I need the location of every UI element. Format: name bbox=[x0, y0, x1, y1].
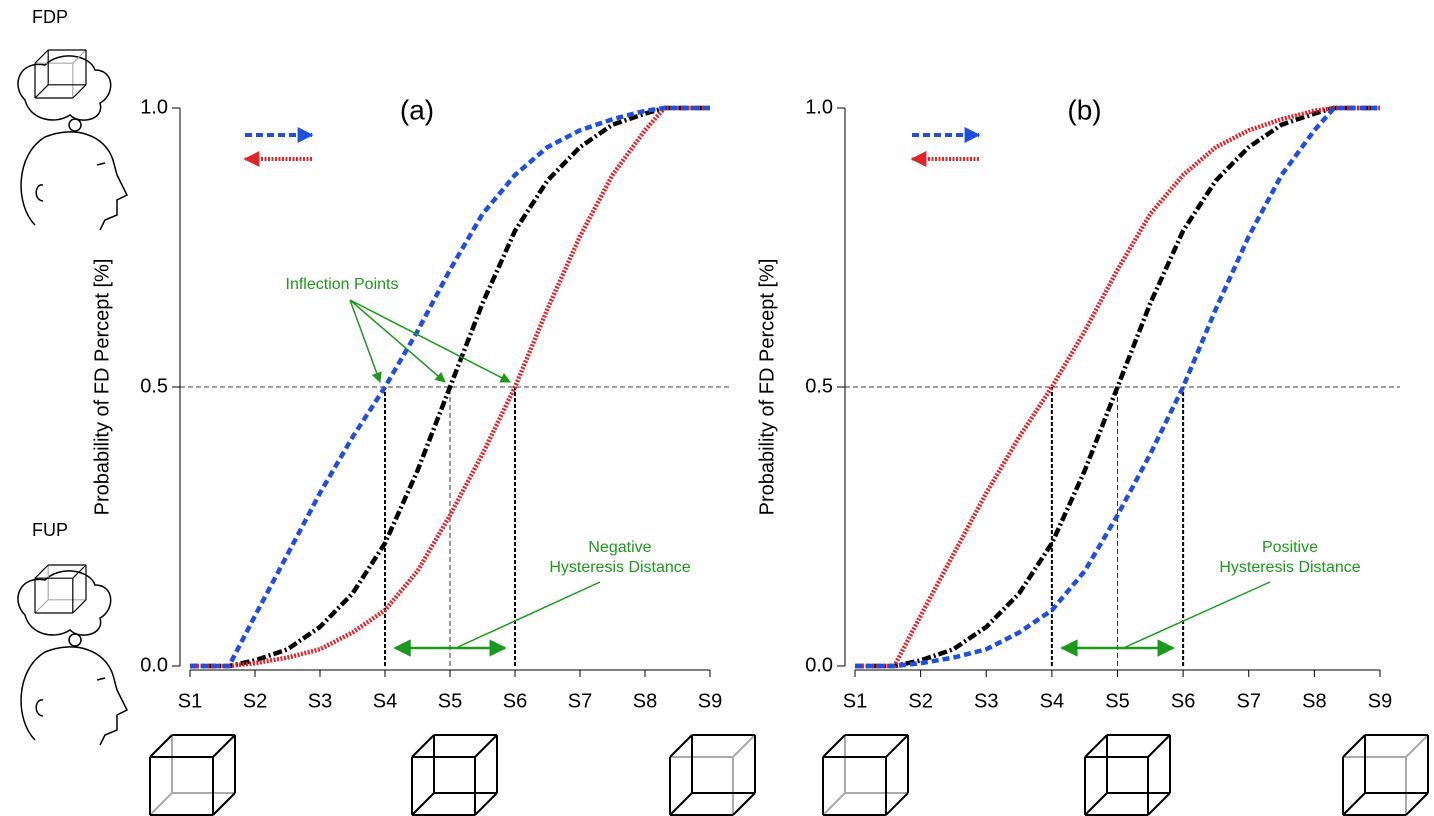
x-tick-label: S8 bbox=[633, 690, 657, 712]
y-tick-label: 0.5 bbox=[805, 375, 833, 397]
annotation: Hysteresis Distance bbox=[1219, 559, 1360, 576]
curve bbox=[855, 105, 1380, 669]
x-tick-label: S2 bbox=[243, 690, 267, 712]
side-label: FUP bbox=[32, 520, 68, 540]
y-tick-label: 0.5 bbox=[140, 375, 168, 397]
curve bbox=[190, 105, 710, 669]
annotation: Positive bbox=[1262, 539, 1318, 556]
x-tick-label: S3 bbox=[974, 690, 998, 712]
y-axis-label: Probability of FD Percept [%] bbox=[91, 259, 113, 516]
side-label: FDP bbox=[32, 7, 68, 27]
annotation-arrow bbox=[349, 299, 382, 383]
annotation: Negative bbox=[588, 539, 651, 556]
y-tick-label: 0.0 bbox=[140, 654, 168, 676]
annotation: Hysteresis Distance bbox=[549, 559, 690, 576]
cubes bbox=[149, 734, 1429, 816]
x-tick-label: S8 bbox=[1302, 690, 1326, 712]
y-tick-label: 1.0 bbox=[140, 96, 168, 118]
x-tick-label: S4 bbox=[1040, 690, 1064, 712]
x-tick-label: S6 bbox=[503, 690, 527, 712]
x-tick-label: S6 bbox=[1171, 690, 1195, 712]
y-axis-label: Probability of FD Percept [%] bbox=[756, 259, 778, 516]
x-tick-label: S1 bbox=[178, 690, 202, 712]
annotation-arrow bbox=[349, 299, 446, 383]
y-tick-label: 1.0 bbox=[805, 96, 833, 118]
curve bbox=[855, 105, 1380, 669]
side-icons: FDP FUP bbox=[17, 7, 128, 746]
chart-title: (a) bbox=[400, 94, 434, 125]
x-tick-label: S1 bbox=[843, 690, 867, 712]
x-tick-label: S7 bbox=[1237, 690, 1261, 712]
x-tick-label: S2 bbox=[908, 690, 932, 712]
annotation-arrow bbox=[349, 299, 511, 383]
x-tick-label: S5 bbox=[438, 690, 462, 712]
panel: 0.0 0.5 1.0 S1 S2 S3 S4 S5 S6 S7 S8 S9 (a) Probabilit… bbox=[91, 94, 730, 712]
x-tick-label: S9 bbox=[698, 690, 722, 712]
panel: 0.0 0.5 1.0 S1 S2 S3 S4 S5 S6 S7 S8 S9 (b) Probabilit… bbox=[756, 94, 1400, 712]
annotation-pointer bbox=[457, 581, 601, 648]
y-tick-label: 0.0 bbox=[805, 654, 833, 676]
curve bbox=[190, 105, 710, 669]
chart-title: (b) bbox=[1067, 94, 1101, 125]
x-tick-label: S5 bbox=[1105, 690, 1129, 712]
annotation-pointer bbox=[1125, 581, 1271, 648]
x-tick-label: S4 bbox=[373, 690, 397, 712]
x-tick-label: S7 bbox=[568, 690, 592, 712]
annotation: Inflection Points bbox=[286, 276, 399, 293]
x-tick-label: S3 bbox=[308, 690, 332, 712]
x-tick-label: S9 bbox=[1368, 690, 1392, 712]
curve bbox=[855, 105, 1380, 669]
